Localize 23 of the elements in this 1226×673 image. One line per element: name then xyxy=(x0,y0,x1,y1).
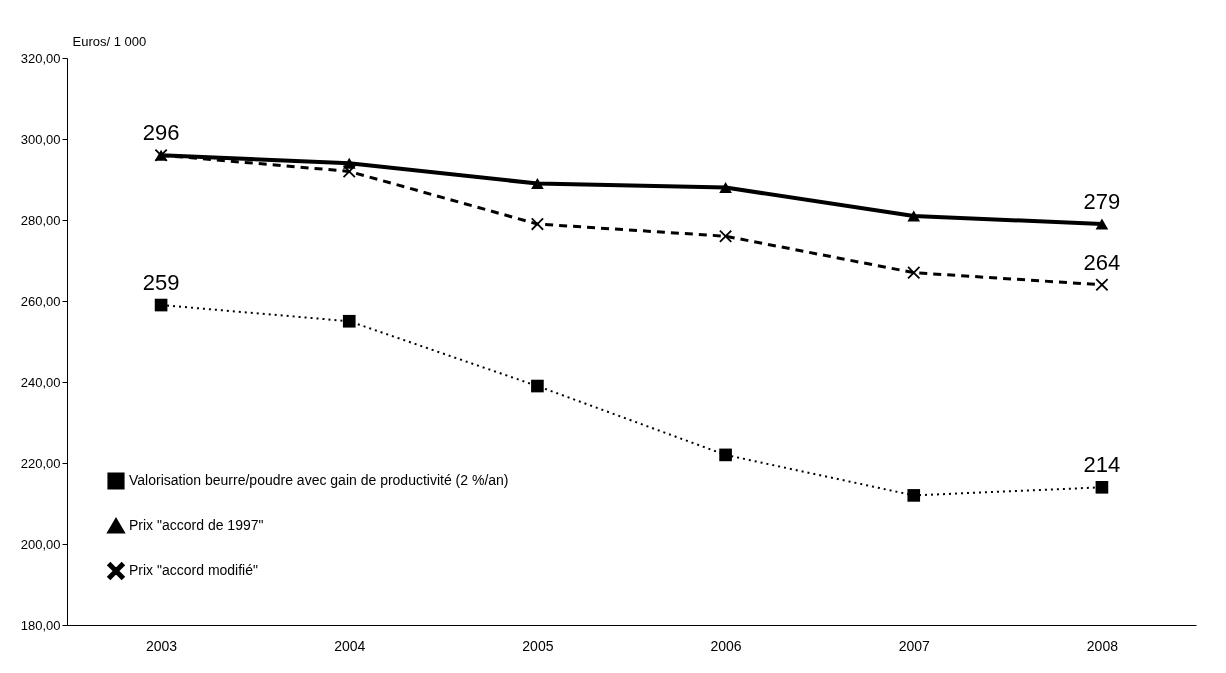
data-label: 259 xyxy=(142,270,180,296)
data-label: 264 xyxy=(1083,249,1121,275)
x-tick-label: 2003 xyxy=(146,637,178,654)
x-tick-label: 2006 xyxy=(710,637,742,654)
y-axis-title: Euros/ 1 000 xyxy=(72,33,147,49)
data-label: 296 xyxy=(142,120,180,146)
y-tick-label: 180,00 xyxy=(20,617,61,633)
y-tick-label: 220,00 xyxy=(20,455,61,471)
y-tick-label: 200,00 xyxy=(20,536,61,552)
data-label: 279 xyxy=(1083,189,1121,215)
y-tick-label: 300,00 xyxy=(20,131,61,147)
y-tick-label: 320,00 xyxy=(20,50,61,66)
y-tick-label: 280,00 xyxy=(20,212,61,228)
legend-label: Prix "accord modifié" xyxy=(129,562,259,578)
x-tick-label: 2005 xyxy=(522,637,554,654)
data-label: 214 xyxy=(1083,452,1121,478)
y-tick-label: 240,00 xyxy=(20,374,61,390)
x-tick-label: 2007 xyxy=(898,637,931,654)
y-tick-label: 260,00 xyxy=(20,293,61,309)
legend-label: Prix "accord de 1997" xyxy=(129,517,264,533)
x-tick-label: 2004 xyxy=(334,637,366,654)
x-tick-label: 2008 xyxy=(1086,637,1119,654)
legend-label: Valorisation beurre/poudre avec gain de productivité (2 %/an) xyxy=(129,472,509,488)
